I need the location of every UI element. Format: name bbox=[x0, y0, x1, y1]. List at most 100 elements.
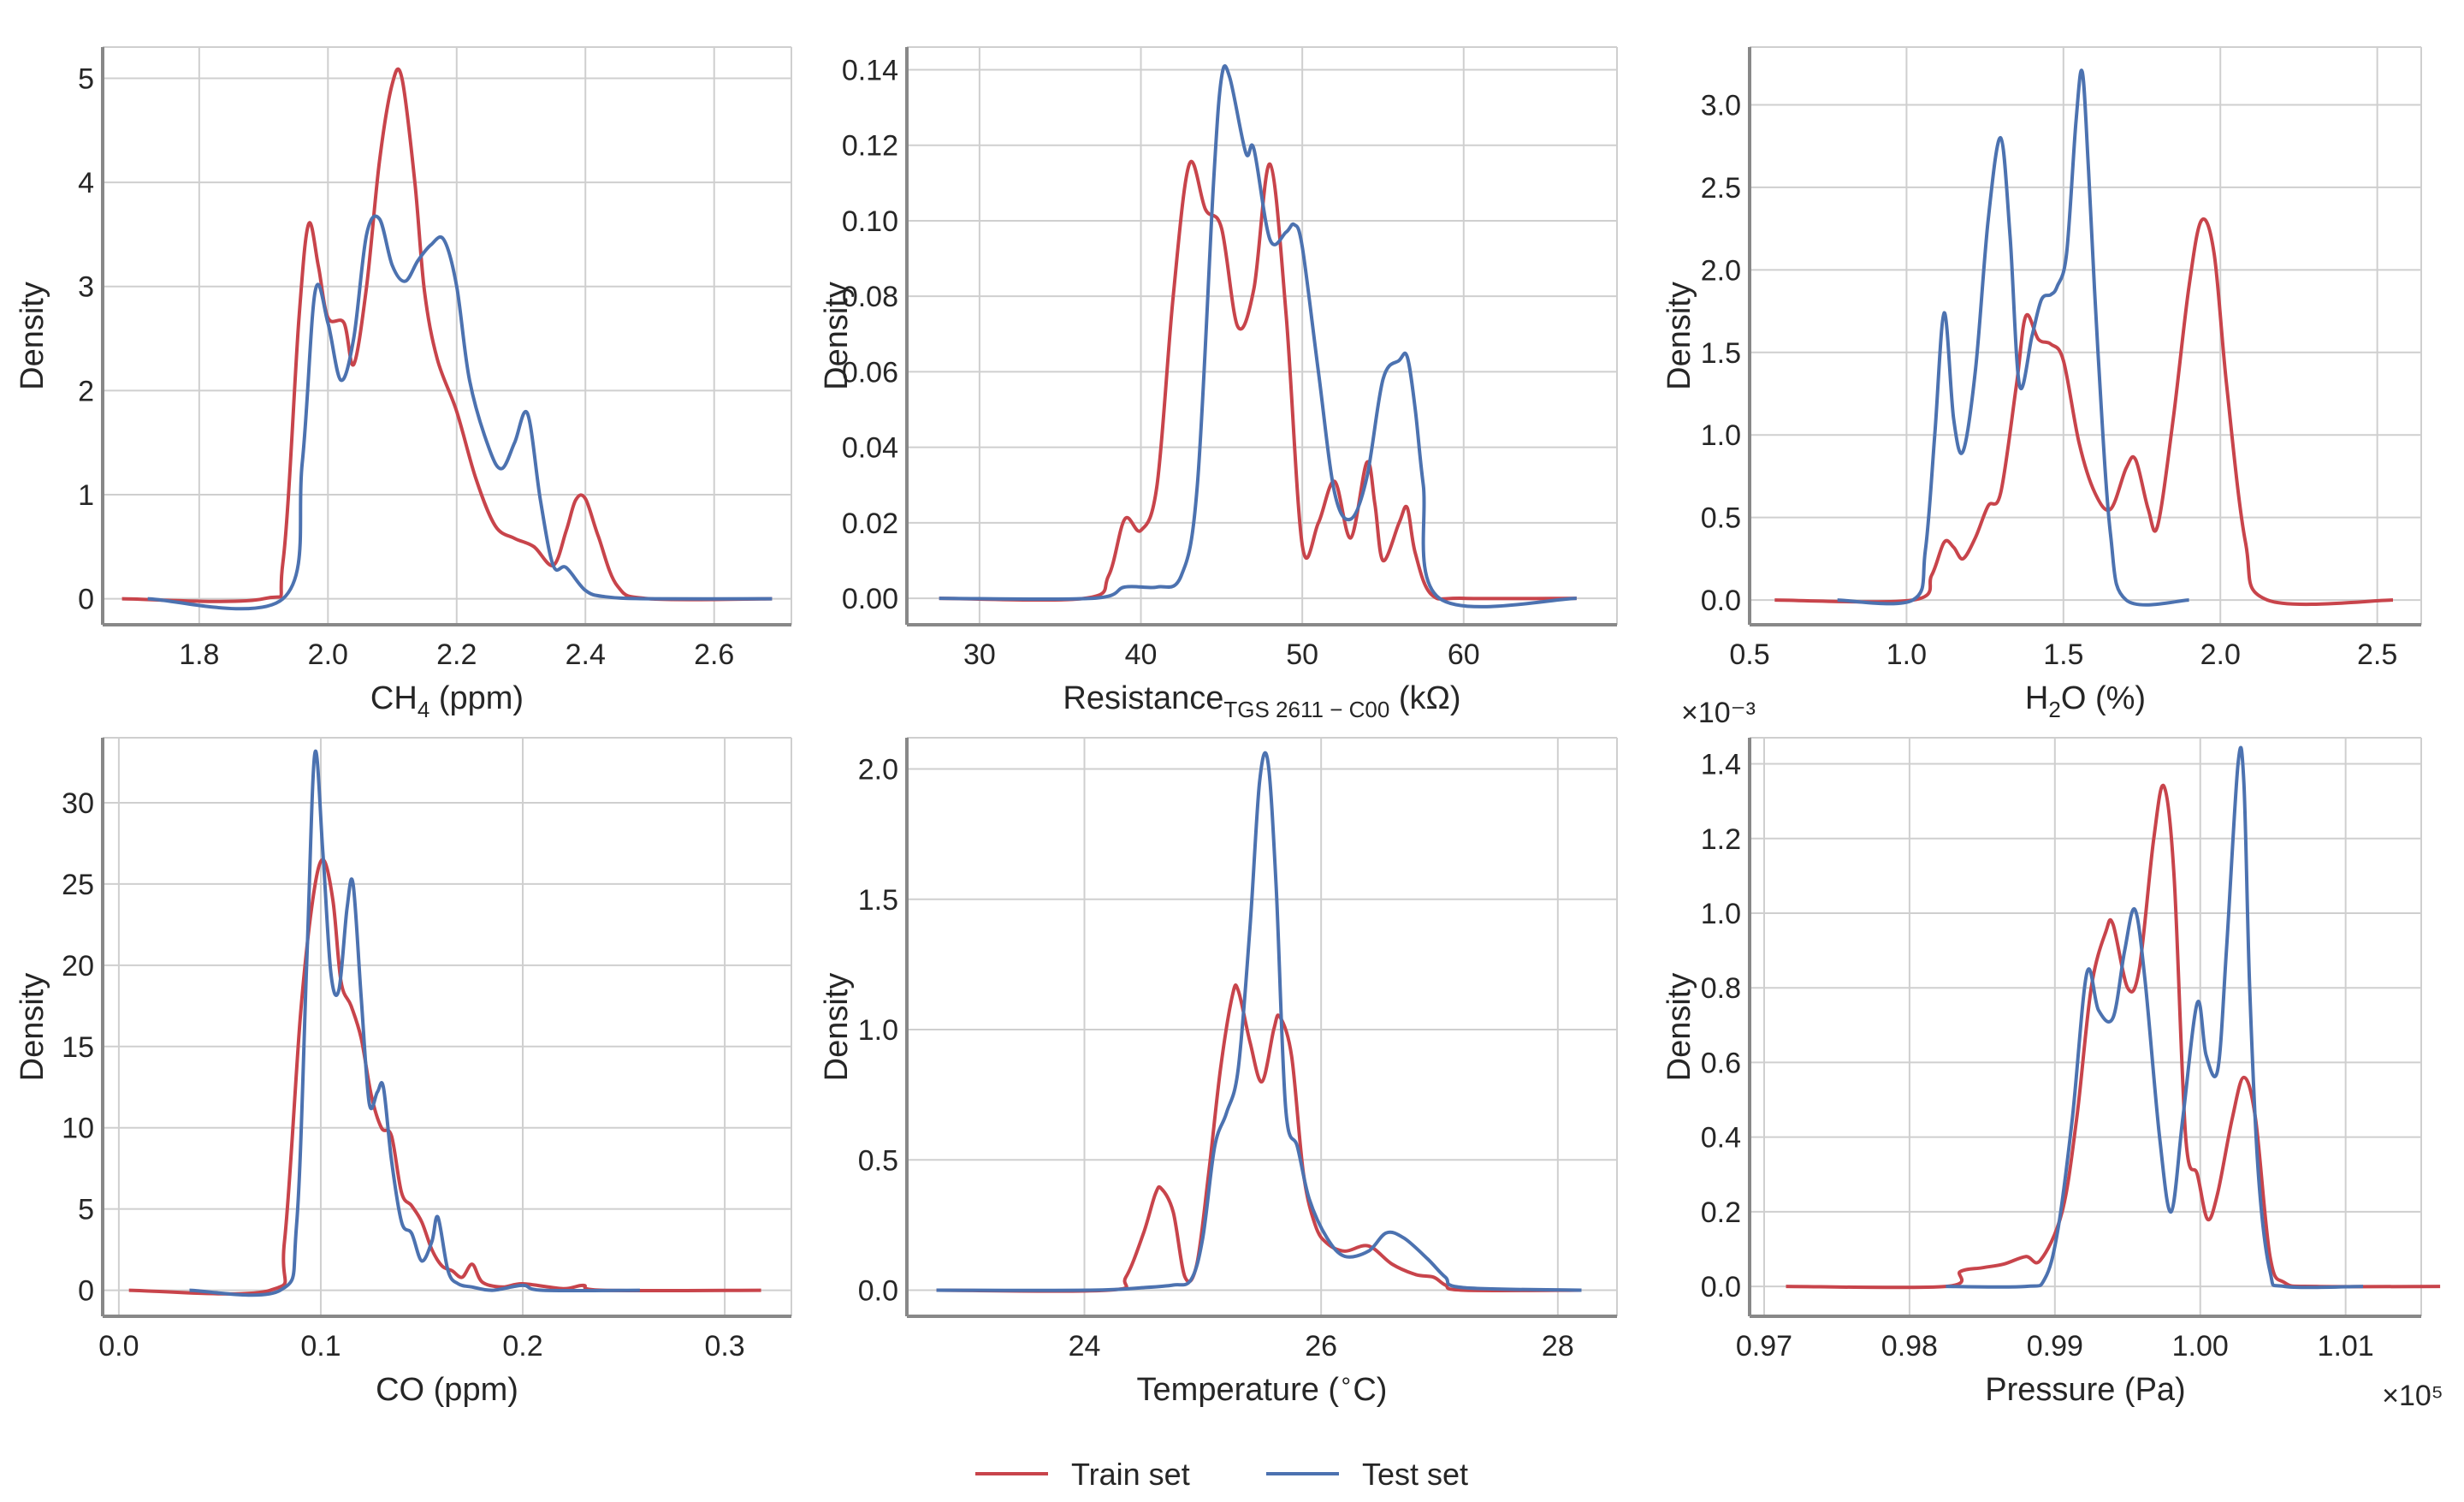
y-tick-label: 0.5 bbox=[1701, 502, 1741, 535]
y-tick-label: 5 bbox=[78, 62, 94, 95]
y-tick-label: 0.14 bbox=[842, 54, 898, 86]
x-tick-label: 1.00 bbox=[2172, 1330, 2229, 1362]
x-tick-label: 26 bbox=[1305, 1330, 1337, 1362]
train-density-line bbox=[1786, 783, 2441, 1290]
x-tick-label: 2.6 bbox=[694, 638, 734, 671]
y-tick-label: 2.0 bbox=[858, 754, 898, 787]
x-tick-label: 0.5 bbox=[1729, 638, 1769, 671]
x-tick-label: 28 bbox=[1542, 1330, 1574, 1362]
x-tick-label: 1.0 bbox=[1886, 638, 1927, 671]
train-density-line bbox=[1774, 217, 2394, 607]
y-axis-label: Density bbox=[15, 973, 50, 1082]
x-tick-label: 2.4 bbox=[566, 638, 606, 671]
y-tick-label: 0.12 bbox=[842, 130, 898, 163]
test-density-line bbox=[1946, 745, 2364, 1290]
y-tick-label: 0.0 bbox=[1701, 585, 1741, 617]
density-panels: 1.8 2.0 2.2 2.4 2.6 0 1 2 3 4 5 Density CH4 (ppm) 30 4… bbox=[15, 46, 2443, 1412]
panel-1: 1.8 2.0 2.2 2.4 2.6 0 1 2 3 4 5 Density CH4 (ppm) bbox=[15, 46, 792, 722]
y-tick-label: 0.4 bbox=[1701, 1122, 1741, 1155]
x-tick-label: 24 bbox=[1069, 1330, 1101, 1362]
y-tick-label: 3.0 bbox=[1701, 90, 1741, 122]
test-density-line bbox=[936, 751, 1582, 1292]
x-axis-label: Temperature (∘C) bbox=[1137, 1368, 1388, 1408]
panel-4: 0.0 0.1 0.2 0.3 0 5 10 15 20 25 30 Density CO (ppm) bbox=[15, 737, 792, 1408]
y-tick-label: 15 bbox=[62, 1031, 94, 1064]
x-tick-label: 0.99 bbox=[2027, 1330, 2083, 1362]
train-density-line bbox=[128, 858, 761, 1296]
x-scale-multiplier: ×10⁵ bbox=[2382, 1380, 2443, 1412]
y-axis-label: Density bbox=[1661, 973, 1697, 1082]
x-axis-label: CH4 (ppm) bbox=[370, 680, 524, 722]
panel-2: 30 40 50 60 0.00 0.02 0.04 0.06 0.08 0.10 0.12 0.14… bbox=[819, 46, 1618, 722]
y-tick-label: 0.08 bbox=[842, 281, 898, 313]
y-tick-label: 3 bbox=[78, 271, 94, 304]
x-tick-label: 0.0 bbox=[98, 1330, 139, 1362]
x-tick-label: 30 bbox=[963, 638, 996, 671]
x-tick-label: 1.5 bbox=[2043, 638, 2083, 671]
y-tick-label: 0.2 bbox=[1701, 1196, 1741, 1229]
x-tick-label: 0.3 bbox=[704, 1330, 744, 1362]
x-axis-label: H2O (%) bbox=[2025, 680, 2146, 722]
panel-6: 0.97 0.98 0.99 1.00 1.01 0.0 0.2 0.4 0.6 0.8 1.0 1.… bbox=[1661, 697, 2443, 1412]
x-tick-label: 40 bbox=[1125, 638, 1158, 671]
panel-3: 0.5 1.0 1.5 2.0 2.5 0.0 0.5 1.0 1.5 2.0 2.5 3.0 Dens… bbox=[1661, 46, 2422, 722]
train-density-line bbox=[936, 983, 1582, 1293]
y-tick-label: 20 bbox=[62, 950, 94, 983]
y-tick-label: 0.00 bbox=[842, 583, 898, 615]
legend-test-label: Test set bbox=[1362, 1457, 1468, 1492]
y-tick-label: 0.5 bbox=[858, 1144, 898, 1177]
x-axis-label: ResistanceTGS 2611 − C00 (kΩ) bbox=[1063, 680, 1460, 722]
x-axis-label: CO (ppm) bbox=[376, 1372, 518, 1408]
y-tick-label: 10 bbox=[62, 1113, 94, 1145]
y-tick-label: 1.5 bbox=[858, 884, 898, 917]
panel-5: 24 26 28 0.0 0.5 1.0 1.5 2.0 Density Temperature … bbox=[819, 737, 1618, 1408]
x-tick-label: 2.5 bbox=[2357, 638, 2397, 671]
y-tick-label: 1.2 bbox=[1701, 823, 1741, 856]
y-tick-label: 0.02 bbox=[842, 508, 898, 540]
y-tick-label: 1.0 bbox=[858, 1014, 898, 1047]
y-tick-label: 0.10 bbox=[842, 205, 898, 238]
y-tick-label: 0.0 bbox=[1701, 1271, 1741, 1303]
x-tick-label: 1.8 bbox=[179, 638, 219, 671]
test-density-line bbox=[939, 64, 1577, 609]
x-tick-label: 2.2 bbox=[436, 638, 477, 671]
y-axis-label: Density bbox=[819, 282, 855, 390]
y-tick-label: 0 bbox=[78, 584, 94, 616]
y-tick-label: 2 bbox=[78, 375, 94, 407]
x-tick-label: 0.98 bbox=[1881, 1330, 1938, 1362]
y-tick-label: 4 bbox=[78, 167, 94, 199]
y-tick-label: 25 bbox=[62, 869, 94, 901]
x-tick-label: 60 bbox=[1448, 638, 1480, 671]
y-axis-label: Density bbox=[1661, 282, 1697, 390]
test-density-line bbox=[1837, 68, 2189, 607]
y-tick-label: 0 bbox=[78, 1275, 94, 1308]
x-tick-label: 2.0 bbox=[2200, 638, 2241, 671]
train-density-line bbox=[121, 67, 773, 603]
x-tick-label: 0.97 bbox=[1736, 1330, 1792, 1362]
y-axis-label: Density bbox=[819, 973, 855, 1082]
x-tick-label: 0.1 bbox=[300, 1330, 341, 1362]
y-tick-label: 0.6 bbox=[1701, 1047, 1741, 1079]
y-tick-label: 2.5 bbox=[1701, 172, 1741, 205]
y-tick-label: 1.5 bbox=[1701, 337, 1741, 370]
y-tick-label: 2.0 bbox=[1701, 254, 1741, 287]
legend: Train set Test set bbox=[975, 1457, 1468, 1492]
y-tick-label: 0.8 bbox=[1701, 972, 1741, 1005]
x-tick-label: 0.2 bbox=[502, 1330, 542, 1362]
y-tick-label: 1.0 bbox=[1701, 419, 1741, 452]
x-tick-label: 1.01 bbox=[2318, 1330, 2374, 1362]
y-tick-label: 1.4 bbox=[1701, 749, 1741, 781]
y-tick-label: 0.04 bbox=[842, 432, 898, 465]
y-scale-multiplier: ×10⁻³ bbox=[1681, 697, 1756, 729]
y-tick-label: 1 bbox=[78, 479, 94, 512]
y-axis-label: Density bbox=[15, 282, 50, 390]
x-tick-label: 2.0 bbox=[308, 638, 348, 671]
train-density-line bbox=[939, 159, 1577, 603]
legend-train-label: Train set bbox=[1071, 1457, 1190, 1492]
y-tick-label: 0.06 bbox=[842, 356, 898, 389]
y-tick-label: 30 bbox=[62, 787, 94, 820]
test-density-line bbox=[189, 749, 640, 1297]
y-tick-label: 0.0 bbox=[858, 1275, 898, 1308]
x-axis-label: Pressure (Pa) bbox=[1985, 1372, 2185, 1408]
